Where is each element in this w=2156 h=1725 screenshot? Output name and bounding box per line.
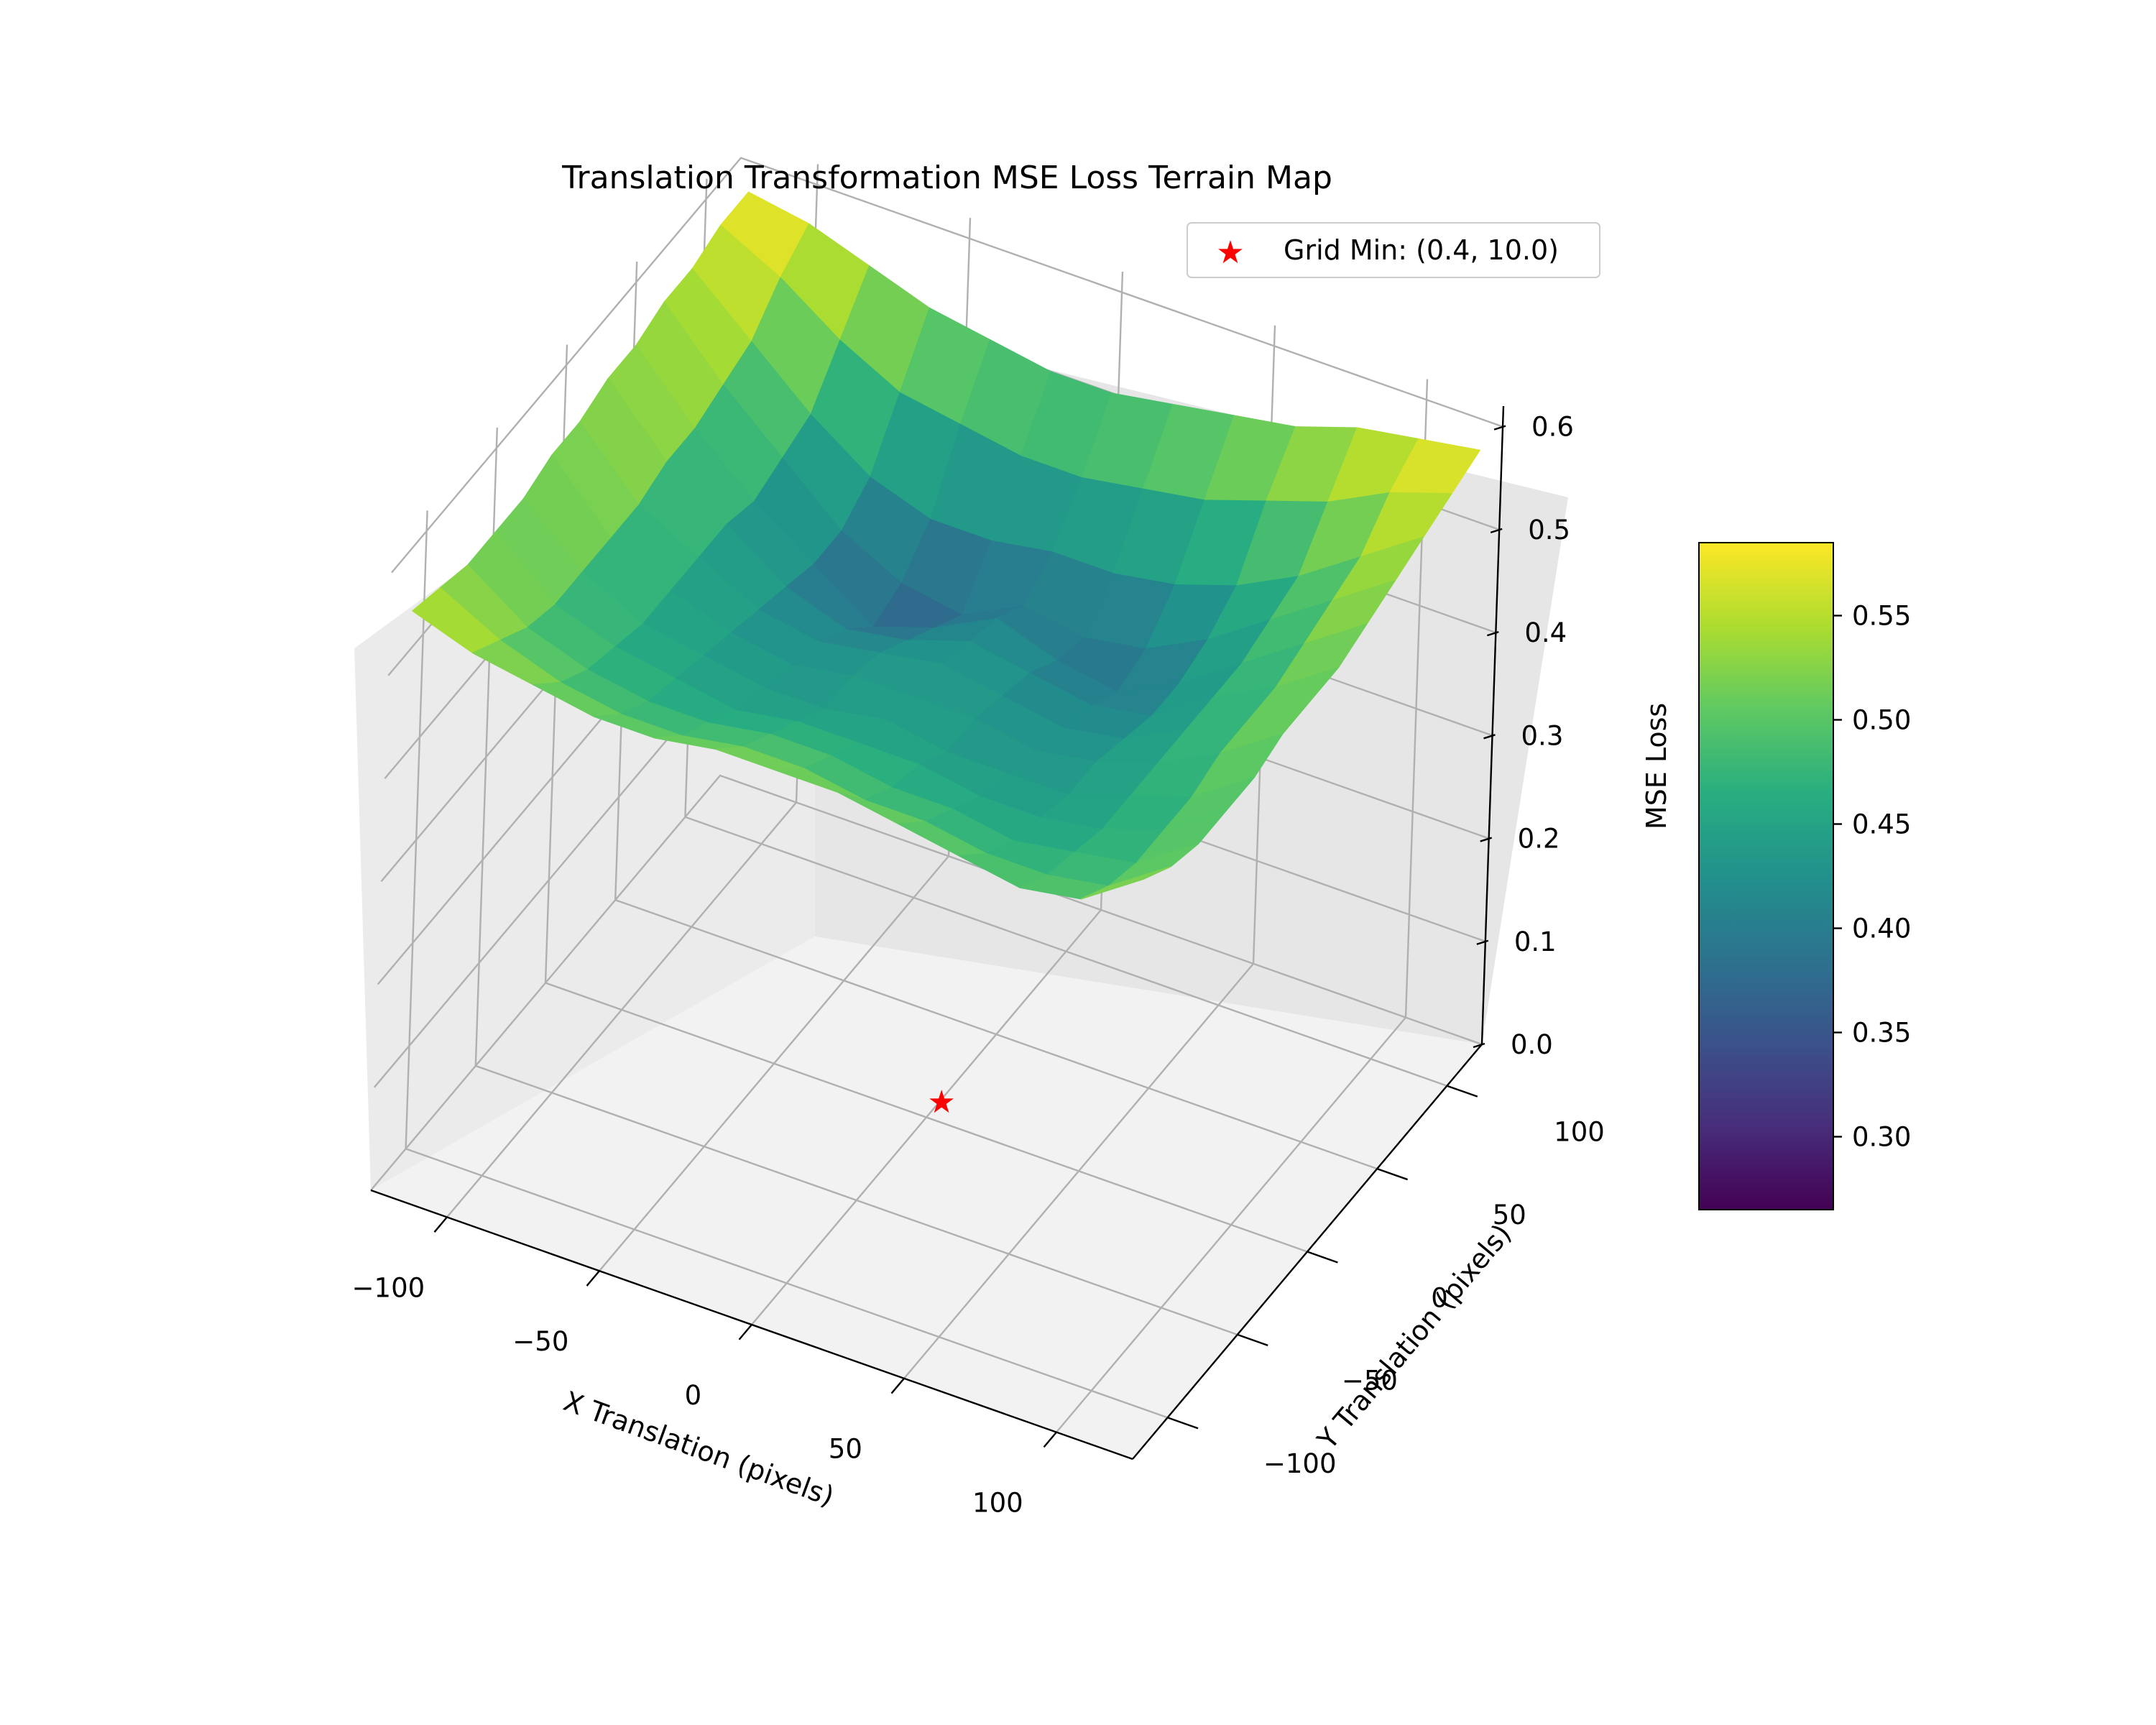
gridline-z-6 — [391, 157, 1503, 574]
z-tick-label-6: 0.6 — [1531, 412, 1574, 443]
z-axis-line — [1480, 405, 1505, 1045]
x-tick-label-3: 50 — [829, 1434, 862, 1465]
colorbar-tick-label-1: 0.35 — [1852, 1018, 1911, 1049]
colorbar-tick-label-2: 0.40 — [1852, 914, 1911, 944]
y-tick-label-0: −100 — [1263, 1448, 1337, 1479]
x-tick-2 — [738, 1324, 752, 1340]
x-tick-label-2: 0 — [685, 1380, 702, 1411]
x-tick-0 — [433, 1216, 448, 1233]
axes-ticks: −100 −50 0 50 100 −100 −50 0 50 100 0.0 0.1 0.2 0.3 0.… — [352, 405, 1605, 1519]
z-tick-label-1: 0.1 — [1514, 926, 1557, 957]
y-tick-label-2: 0 — [1431, 1282, 1448, 1313]
z-tick-label-4: 0.4 — [1524, 617, 1567, 648]
z-tick-label-2: 0.2 — [1518, 824, 1560, 855]
z-tick-3 — [1483, 734, 1496, 740]
y-tick-label-1: −50 — [1342, 1366, 1398, 1397]
x-tick-3 — [890, 1378, 905, 1394]
z-tick-label-3: 0.3 — [1521, 720, 1564, 751]
y-tick-label-4: 100 — [1554, 1117, 1605, 1148]
y-tick-2 — [1307, 1251, 1338, 1264]
star-icon: ★ — [927, 1084, 955, 1121]
x-tick-label-4: 100 — [972, 1488, 1023, 1519]
z-tick-label-5: 0.5 — [1528, 515, 1570, 546]
z-tick-2 — [1480, 837, 1493, 842]
star-icon: ★ — [1216, 234, 1244, 271]
y-tick-label-3: 50 — [1493, 1200, 1526, 1230]
z-tick-label-0: 0.0 — [1511, 1029, 1553, 1060]
colorbar-tick-label-4: 0.50 — [1852, 705, 1911, 736]
loss-surface — [412, 191, 1480, 900]
colorbar-tick-label-0: 0.30 — [1852, 1122, 1911, 1153]
y-tick-3 — [1376, 1167, 1408, 1181]
chart-title: Translation Transformation MSE Loss Terr… — [561, 160, 1332, 196]
y-axis-label: Y Translation (pixels) — [1311, 1218, 1517, 1456]
surface-cell-0-11 — [1080, 865, 1171, 900]
z-tick-0 — [1473, 1042, 1485, 1049]
z-axis-label: MSE Loss — [1641, 703, 1672, 829]
colorbar-tick-label-5: 0.55 — [1852, 601, 1911, 632]
colorbar: 0.30 0.35 0.40 0.45 0.50 0.55 — [1698, 542, 1911, 1210]
z-tick-1 — [1476, 939, 1489, 945]
colorbar-tick-label-3: 0.45 — [1852, 809, 1911, 840]
y-tick-1 — [1237, 1333, 1268, 1346]
legend: ★ Grid Min: (0.4, 10.0) — [1187, 222, 1600, 278]
legend-entry-label: Grid Min: (0.4, 10.0) — [1284, 234, 1559, 266]
colorbar-gradient — [1698, 542, 1834, 1210]
x-tick-4 — [1043, 1431, 1057, 1448]
pane-floor — [371, 937, 1482, 1459]
grid-min-marker: ★ — [927, 1084, 955, 1121]
x-tick-label-0: −100 — [352, 1272, 425, 1303]
x-tick-1 — [586, 1270, 600, 1287]
y-tick-0 — [1167, 1417, 1199, 1430]
z-tick-4 — [1486, 630, 1499, 637]
z-tick-5 — [1490, 528, 1503, 534]
y-tick-4 — [1447, 1085, 1478, 1098]
gridline-z-0 — [370, 774, 1483, 1191]
colorbar-ticks: 0.30 0.35 0.40 0.45 0.50 0.55 — [1833, 601, 1911, 1153]
x-tick-label-1: −50 — [512, 1326, 568, 1357]
z-tick-6 — [1493, 425, 1506, 431]
